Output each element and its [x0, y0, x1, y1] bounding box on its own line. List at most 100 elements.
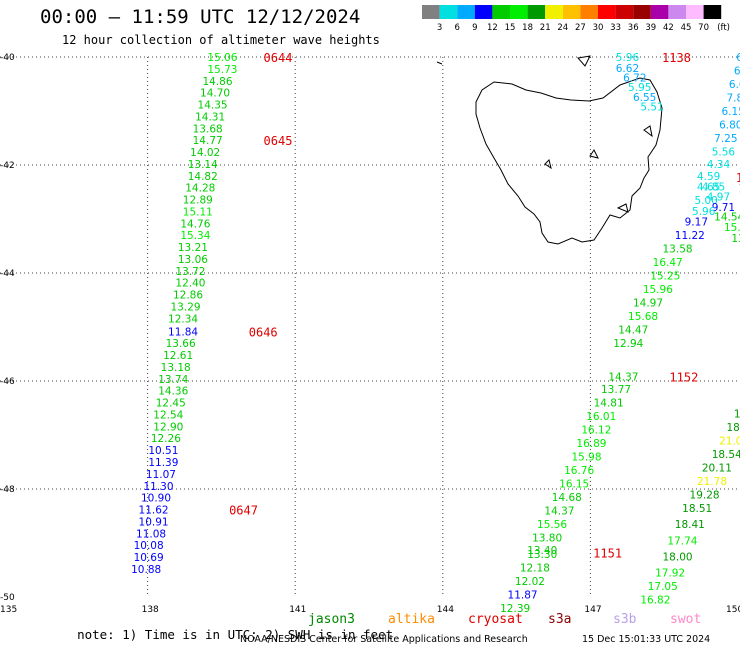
swh-reading: 6.80	[719, 120, 740, 132]
swh-reading: 12.61	[163, 350, 193, 362]
swh-reading: 18.51	[682, 503, 712, 515]
satellite-s3b: s3b	[613, 612, 637, 627]
latitude-label: -48	[0, 485, 15, 495]
swh-reading: 6.65	[729, 79, 740, 91]
swh-reading: 6.72	[623, 73, 646, 85]
swh-reading: 15.68	[628, 311, 658, 323]
colorbar-unit: (ft)	[717, 23, 730, 33]
swh-reading: 4.65	[697, 182, 720, 194]
swh-reading: 14.54	[714, 211, 740, 223]
swh-reading: 15.56	[537, 519, 567, 531]
swh-reading: 18.41	[675, 519, 705, 531]
swh-reading: 18.54	[712, 449, 740, 461]
wave-height-map: 15.0615.7314.8614.7014.3514.3113.6814.77…	[0, 51, 740, 612]
swh-reading: 14.36	[158, 386, 188, 398]
longitude-label: 141	[289, 605, 306, 612]
swh-reading: 12.45	[156, 398, 186, 410]
swh-reading: 16.01	[586, 411, 616, 423]
colorbar-label: 39	[645, 23, 656, 33]
swh-reading: 12.94	[613, 338, 643, 350]
swh-reading: 13.18	[161, 362, 191, 374]
longitude-label: 150	[726, 605, 740, 612]
swh-reading: 18.84	[734, 408, 740, 420]
satellite-swot: swot	[670, 612, 702, 627]
colorbar-label: 27	[575, 23, 586, 33]
swh-reading: 18.00	[663, 552, 693, 564]
swh-reading: 13.40	[527, 545, 557, 557]
colorbar-label: 36	[628, 23, 639, 33]
swh-reading: 13.29	[171, 301, 201, 313]
satellite-s3a: s3a	[548, 612, 572, 627]
colorbar-label: 15	[505, 23, 516, 33]
swh-reading: 19.28	[690, 489, 720, 501]
swh-reading: 11.08	[136, 528, 166, 540]
colorbar-label: 3	[437, 23, 442, 33]
swh-reading: 14.81	[594, 398, 624, 410]
swh-reading: 14.37	[544, 506, 574, 518]
swh-reading: 12.86	[173, 290, 203, 302]
colorbar-swatch	[580, 5, 598, 19]
swh-reading: 15.96	[643, 284, 673, 296]
page-title: 00:00 – 11:59 UTC 12/12/2024	[40, 6, 361, 28]
latitude-label: -50	[0, 593, 15, 603]
swh-reading: 14.68	[552, 492, 582, 504]
colorbar-label: 24	[557, 23, 568, 33]
note-text: note: 1) Time is in UTC; 2) SWH is in fe…	[77, 627, 394, 642]
swh-reading: 6.62	[616, 63, 639, 75]
colorbar-label: 21	[540, 23, 551, 33]
colorbar-swatch	[510, 5, 528, 19]
swh-reading: 7.25	[714, 133, 737, 145]
colorbar-swatch	[703, 5, 722, 19]
swh-reading: 21.00	[719, 435, 740, 447]
track-1139: 6.38 6.636.65 7.806.15 6.807.25 5.564.344.59…	[675, 52, 740, 245]
colorbar-swatch	[633, 5, 651, 19]
swh-reading: 9.71	[712, 202, 735, 214]
swh-reading: 14.82	[188, 171, 218, 183]
swh-reading: 14.37	[608, 372, 638, 384]
page-subtitle: 12 hour collection of altimeter wave hei…	[62, 33, 380, 47]
colorbar-swatch	[562, 5, 581, 19]
swh-reading: 15.73	[207, 64, 237, 76]
swh-reading: 12.18	[520, 562, 550, 574]
latitude-label: -44	[0, 269, 15, 279]
track-time-label: 0644	[264, 51, 293, 65]
swh-reading: 5.00	[694, 195, 717, 207]
swh-reading: 5.95	[628, 82, 651, 94]
swh-reading: 11.22	[675, 230, 705, 242]
satellite-tracks: 15.0615.7314.8614.7014.3514.3113.6814.77…	[131, 51, 740, 612]
swh-reading: 13.72	[175, 266, 205, 278]
tasmania-coastline	[475, 77, 663, 245]
swh-reading: 11.62	[139, 505, 169, 517]
swh-reading: 12.26	[151, 433, 181, 445]
swh-reading: 13.74	[158, 374, 188, 386]
colorbar-swatch	[650, 5, 669, 19]
colorbar-label: 33	[610, 23, 621, 33]
swh-reading: 15.25	[650, 271, 680, 283]
track-1153: 141917.20.220.017.2718.8418.4421.0018.54…	[640, 182, 740, 607]
swh-reading: 7.80	[726, 93, 740, 105]
swh-reading: 12.40	[175, 278, 205, 290]
colorbar-swatch	[439, 5, 458, 19]
swh-reading: 12.39	[500, 603, 530, 612]
swh-reading: 13.21	[178, 242, 208, 254]
swh-reading: 13.14	[188, 159, 218, 171]
swh-reading: 4.85	[702, 182, 725, 194]
longitude-label: 135	[0, 605, 17, 612]
swh-reading: 13.06	[178, 254, 208, 266]
latitude-label: -40	[0, 53, 15, 63]
swh-reading: 16.15	[559, 479, 589, 491]
colorbar-swatch	[527, 5, 546, 19]
colorbar-swatch	[492, 5, 510, 19]
swh-reading: 15.10	[724, 222, 740, 234]
swh-reading: 10.08	[134, 540, 164, 552]
track-1138: 5.966.626.725.956.555.51 1138	[616, 51, 691, 114]
swh-reading: 14.31	[195, 111, 225, 123]
swh-reading: 10.88	[131, 564, 161, 576]
colorbar-swatch	[474, 5, 493, 19]
swh-reading: 16.89	[576, 438, 606, 450]
colorbar-label: 42	[663, 23, 674, 33]
track-time-label: 0645	[264, 134, 293, 148]
latitude-label: -46	[0, 377, 15, 387]
